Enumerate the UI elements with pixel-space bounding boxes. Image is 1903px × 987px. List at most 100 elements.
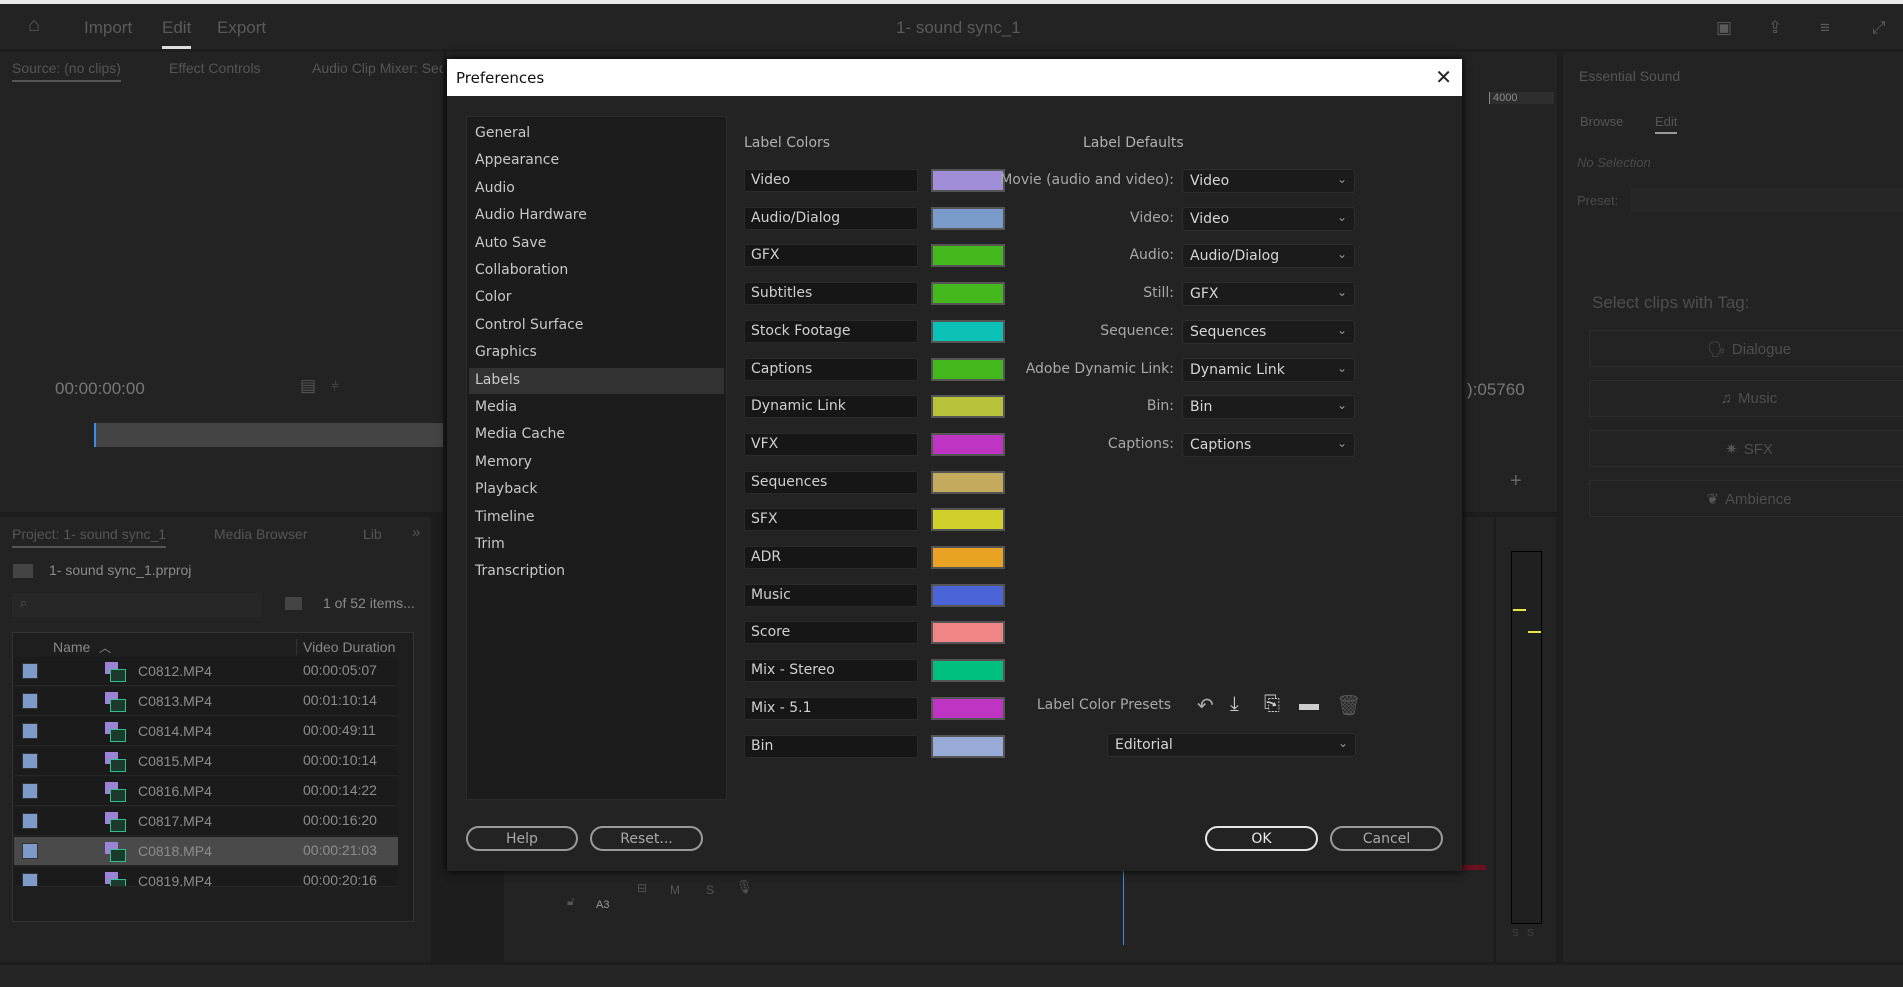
nav-item-trim[interactable]: Trim [475,536,505,552]
label-name-field[interactable]: VFX [744,432,918,456]
essential-sound-title[interactable]: Essential Sound [1579,68,1681,84]
undo-icon[interactable]: ↶ [1197,695,1214,717]
folder-icon[interactable]: ▬ [1299,693,1319,715]
tab-export[interactable]: Export [217,18,267,37]
tab-import[interactable]: Import [84,18,133,37]
label-color-swatch[interactable] [931,659,1005,683]
drag-audio-icon[interactable]: ⫩ [331,378,340,394]
label-name-field[interactable]: Stock Footage [744,319,918,343]
default-dropdown[interactable]: Video ⌄ [1182,169,1355,193]
label-color-swatch[interactable] [931,470,1005,494]
nav-item-labels[interactable]: Labels [469,367,724,394]
delete-preset-icon[interactable]: 🗑︎ [1336,695,1362,717]
solo-button[interactable]: S [706,883,715,897]
home-icon[interactable]: ⌂ [28,14,41,36]
cancel-button[interactable]: Cancel [1330,826,1443,851]
nav-item-auto-save[interactable]: Auto Save [475,234,547,251]
project-row[interactable]: C0815.MP4 00:00:10:14 [14,747,398,776]
label-name-field[interactable]: Sequences [744,470,918,494]
lock-icon[interactable]: 🔓︎ [567,894,575,908]
tab-effect-controls[interactable]: Effect Controls [169,60,261,76]
drag-video-icon[interactable]: ▤ [300,376,317,395]
sort-ascending-icon[interactable]: ︿ [99,641,112,655]
mute-button[interactable]: M [670,883,680,897]
find-icon[interactable] [285,597,302,610]
default-dropdown[interactable]: Captions ⌄ [1182,432,1355,457]
label-name-field[interactable]: Score [744,621,918,645]
label-name-field[interactable]: Bin [744,734,918,758]
default-dropdown[interactable]: Bin ⌄ [1182,395,1355,420]
label-color-swatch[interactable] [931,583,1005,607]
tab-libraries[interactable]: Lib [363,526,382,542]
default-dropdown[interactable]: Audio/Dialog ⌄ [1182,244,1355,269]
label-color-swatch[interactable] [931,282,1005,306]
nav-item-timeline[interactable]: Timeline [475,508,535,525]
nav-item-graphics[interactable]: Graphics [475,344,537,361]
label-color-swatch[interactable] [931,432,1005,456]
program-timecode[interactable]: ):05760 [1467,380,1525,399]
project-search-input[interactable]: ⌕ [12,593,262,617]
nav-item-transcription[interactable]: Transcription [475,563,566,580]
fullscreen-icon[interactable]: ⤢ [1872,18,1886,37]
nav-item-color[interactable]: Color [475,289,512,306]
tag-ambience-button[interactable]: ❦ Ambience [1589,480,1903,517]
label-color-chip[interactable] [22,873,38,886]
save-preset-icon[interactable]: ⎘ [1264,693,1280,715]
label-color-chip[interactable] [22,783,38,799]
workspaces-icon[interactable]: ≡ [1820,18,1830,37]
label-name-field[interactable]: Audio/Dialog [744,206,918,230]
share-icon[interactable]: ⇪ [1768,18,1783,37]
project-row[interactable]: C0818.MP4 00:00:21:03 [14,837,398,866]
preset-dropdown[interactable]: Editorial ⌄ [1107,733,1356,757]
tag-dialogue-button[interactable]: 🗣 Dialogue [1589,330,1903,367]
solo-right-button[interactable]: S [1527,928,1534,939]
project-row[interactable]: C0812.MP4 00:00:05:07 [14,657,398,686]
label-name-field[interactable]: Dynamic Link [744,395,918,419]
import-preset-icon[interactable]: ⤓ [1230,693,1239,715]
preset-dropdown[interactable] [1631,188,1903,212]
label-name-field[interactable]: Mix - 5.1 [744,696,918,720]
project-row[interactable]: C0813.MP4 00:01:10:14 [14,687,398,716]
source-scrub-bar[interactable] [94,423,443,447]
label-color-chip[interactable] [22,693,38,709]
nav-item-appearance[interactable]: Appearance [475,152,560,169]
label-color-swatch[interactable] [931,621,1005,645]
label-name-field[interactable]: Music [744,583,918,607]
label-color-chip[interactable] [22,663,38,679]
label-color-chip[interactable] [22,723,38,739]
folder-up-icon[interactable] [13,564,33,578]
label-name-field[interactable]: SFX [744,508,918,532]
label-color-swatch[interactable] [931,734,1005,758]
label-color-swatch[interactable] [931,546,1005,569]
nav-item-general[interactable]: General [475,125,531,141]
tab-media-browser[interactable]: Media Browser [214,526,308,542]
column-name-header[interactable]: Name [53,639,91,655]
add-button-icon[interactable]: + [1510,470,1522,492]
reset-button[interactable]: Reset... [590,826,703,851]
tab-project[interactable]: Project: 1- sound sync_1 [12,526,167,548]
tab-edit-sound[interactable]: Edit [1655,114,1678,134]
nav-item-media-cache[interactable]: Media Cache [475,426,566,443]
label-name-field[interactable]: ADR [744,546,918,569]
nav-item-playback[interactable]: Playback [475,481,538,498]
label-color-swatch[interactable] [931,395,1005,419]
nav-item-audio-hardware[interactable]: Audio Hardware [475,207,587,224]
help-button[interactable]: Help [466,826,578,851]
label-name-field[interactable]: Subtitles [744,282,918,306]
nav-item-media[interactable]: Media [475,399,518,415]
label-color-swatch[interactable] [931,206,1005,230]
tab-edit[interactable]: Edit [162,18,192,49]
tab-audio-clip-mixer[interactable]: Audio Clip Mixer: Seq [312,60,443,76]
playhead[interactable] [1123,870,1124,945]
label-color-swatch[interactable] [931,357,1005,381]
label-name-field[interactable]: Video [744,169,918,192]
nav-item-collaboration[interactable]: Collaboration [475,262,569,278]
tab-source[interactable]: Source: (no clips) [12,60,121,82]
sync-lock-icon[interactable]: ⊟ [637,881,648,895]
label-color-swatch[interactable] [931,169,1005,192]
more-panels-icon[interactable]: » [412,524,421,541]
project-row[interactable]: C0816.MP4 00:00:14:22 [14,777,398,806]
project-row[interactable]: C0814.MP4 00:00:49:11 [14,717,398,746]
column-duration-header[interactable]: Video Duration [296,639,395,655]
source-timecode[interactable]: 00:00:00:00 [55,379,145,398]
